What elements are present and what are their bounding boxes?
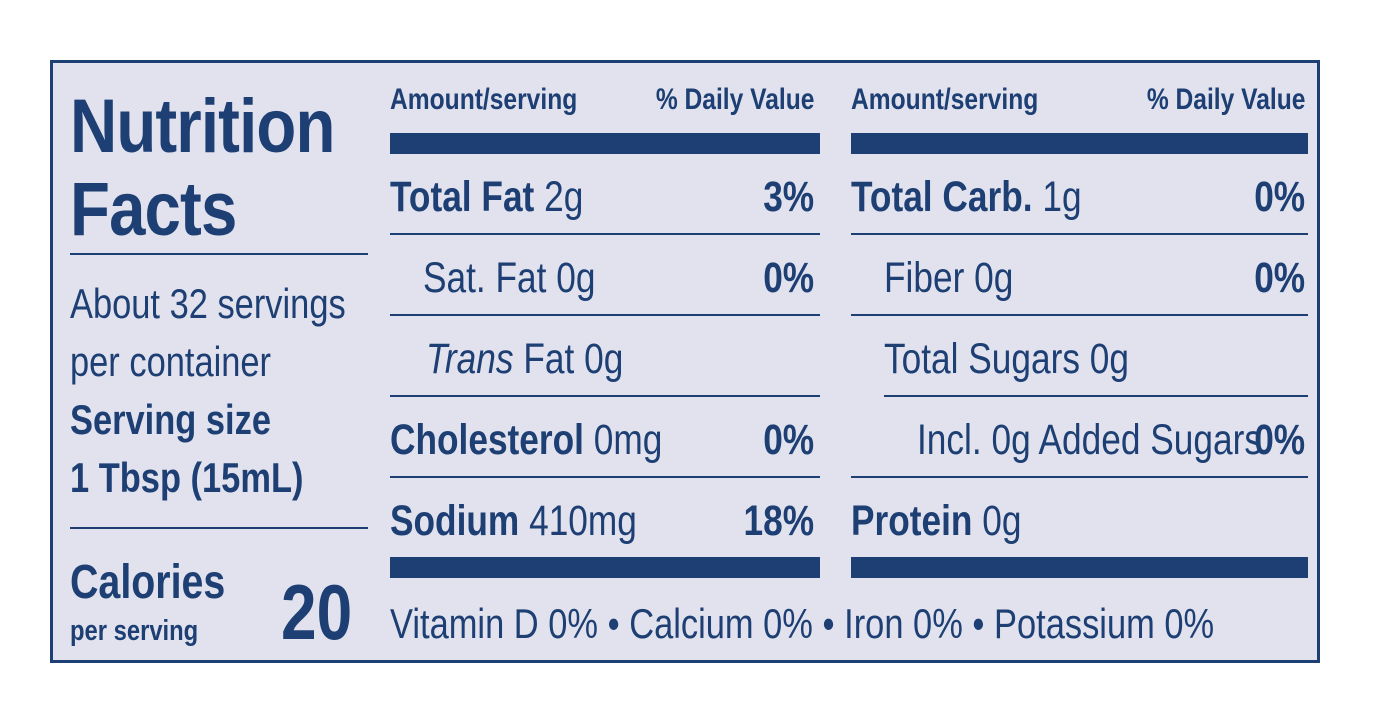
serving-size-value: 1 Tbsp (15mL) <box>70 454 304 501</box>
calories-per-serving: per serving <box>70 615 199 647</box>
col2-dv-fiber: 0% <box>1254 254 1305 302</box>
col2-thick-bar-top <box>851 133 1308 154</box>
title-facts: Facts <box>70 167 237 252</box>
col1-dv-sat-fat: 0% <box>763 254 814 302</box>
nutrient-name: Total Sugars <box>884 335 1081 383</box>
col1-thick-bar-top <box>390 133 820 154</box>
nutrient-name: Cholesterol <box>390 416 584 464</box>
col2-rule-1 <box>851 233 1308 235</box>
calories-label: Calories <box>70 556 226 609</box>
col1-thick-bar-bottom <box>390 557 820 578</box>
nutrient-name: Sat. Fat <box>423 254 547 302</box>
col1-rule-4 <box>390 476 820 478</box>
col2-rule-2 <box>851 314 1308 316</box>
nutrient-name: Fiber <box>884 254 965 302</box>
col2-row-added-sugars: Incl. 0g Added Sugars <box>917 419 1262 462</box>
calories-value: 20 <box>281 568 353 656</box>
col1-rule-2 <box>390 314 820 316</box>
nutrient-amount: 0g <box>982 497 1022 545</box>
col2-thick-bar-bottom <box>851 557 1308 578</box>
nutrient-name: Protein <box>851 497 973 545</box>
col1-dv-total-fat: 3% <box>763 173 814 221</box>
left-divider-2 <box>70 527 368 529</box>
nutrition-facts-label: Nutrition Facts About 32 servings per co… <box>50 60 1320 663</box>
col1-dv-cholesterol: 0% <box>763 416 814 464</box>
nutrient-amount: 0g <box>584 335 624 383</box>
col2-rule-4 <box>851 476 1308 478</box>
nutrient-name: Incl. 0g Added Sugars <box>917 416 1263 464</box>
col2-row-total-carb: Total Carb. 1g <box>851 176 1082 219</box>
col2-dv-added-sugars: 0% <box>1254 416 1305 464</box>
servings-per-container-line2: per container <box>70 338 272 385</box>
nutrient-amount: 0g <box>1089 335 1130 383</box>
nutrient-amount: 2g <box>544 173 584 221</box>
col1-row-cholesterol: Cholesterol 0mg <box>390 419 662 462</box>
col2-row-fiber: Fiber 0g <box>884 257 1013 300</box>
col1-header-amount: Amount/serving <box>390 83 578 116</box>
left-divider-1 <box>70 253 368 255</box>
vitamins-minerals-line: Vitamin D 0% • Calcium 0% • Iron 0% • Po… <box>390 600 1215 647</box>
nutrient-name: Total Fat <box>390 173 535 221</box>
nutrient-amount: 410mg <box>529 497 637 545</box>
col1-header-dv: % Daily Value <box>655 83 814 116</box>
servings-per-container-line1: About 32 servings <box>70 280 346 327</box>
nutrient-name: Sodium <box>390 497 520 545</box>
nutrient-amount: 0g <box>556 254 596 302</box>
col1-rule-3 <box>390 395 820 397</box>
title-nutrition: Nutrition <box>70 84 335 169</box>
col1-dv-sodium: 18% <box>743 497 814 545</box>
col2-rule-3 <box>884 395 1308 397</box>
col2-header-dv: % Daily Value <box>1146 83 1305 116</box>
col1-row-sat-fat: Sat. Fat 0g <box>423 257 596 300</box>
col1-rule-1 <box>390 233 820 235</box>
col2-dv-total-carb: 0% <box>1254 173 1305 221</box>
nutrient-name-italic: Trans <box>426 335 514 383</box>
nutrient-amount: 0mg <box>593 416 663 464</box>
nutrient-name: Total Carb. <box>851 173 1033 221</box>
serving-size-label: Serving size <box>70 396 271 443</box>
col2-row-total-sugars: Total Sugars 0g <box>884 338 1129 381</box>
col2-row-protein: Protein 0g <box>851 500 1022 543</box>
nutrient-name: Fat <box>523 335 575 383</box>
nutrient-amount: 1g <box>1042 173 1082 221</box>
nutrient-amount: 0g <box>974 254 1014 302</box>
col2-header-amount: Amount/serving <box>851 83 1039 116</box>
col1-row-total-fat: Total Fat 2g <box>390 176 583 219</box>
col1-row-trans-fat: Trans Fat 0g <box>426 338 623 381</box>
col1-row-sodium: Sodium 410mg <box>390 500 637 543</box>
